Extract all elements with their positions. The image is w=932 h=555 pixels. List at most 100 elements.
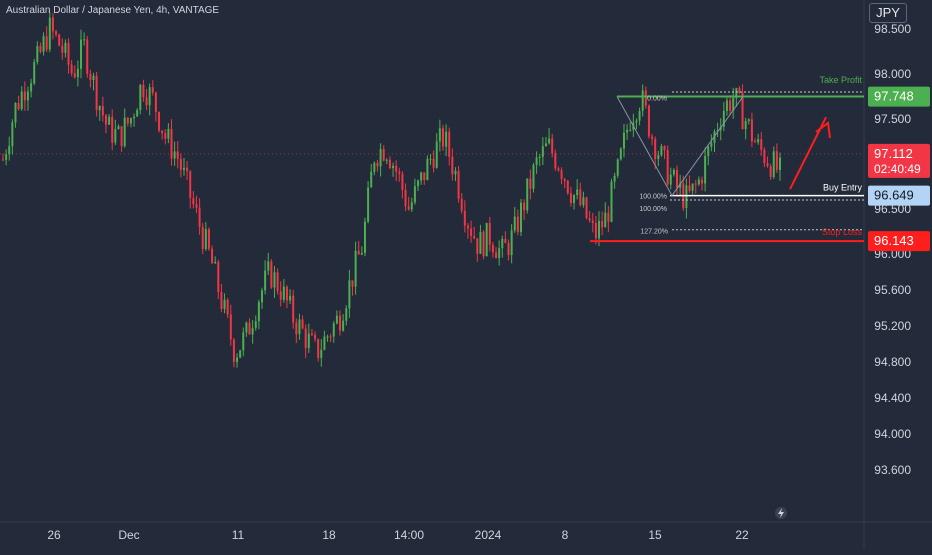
candle-body (669, 174, 672, 185)
candle-body (529, 178, 532, 189)
candle-body (410, 202, 413, 210)
candle-body (295, 322, 298, 335)
candle-body (207, 229, 210, 249)
candle-body (566, 180, 569, 194)
currency-selector[interactable]: JPY (869, 3, 907, 23)
candle-body (142, 84, 145, 98)
time-tick-label: 18 (322, 528, 336, 542)
candle-body (757, 139, 760, 143)
candle-body (17, 102, 20, 110)
candle-body (551, 138, 554, 154)
candle-body (39, 46, 42, 52)
candle-body (610, 181, 613, 222)
take-profit-label: Take Profit (819, 75, 862, 85)
candle-body (323, 336, 326, 350)
candle-body (579, 189, 582, 205)
candle-body (14, 102, 17, 123)
candle-body (282, 286, 285, 300)
candle-body (398, 171, 401, 174)
candle-body (173, 151, 176, 159)
candle-body (204, 229, 207, 250)
candle-body (507, 242, 510, 256)
candle-body (370, 171, 373, 188)
candle-body (616, 159, 619, 176)
candle-body (404, 190, 407, 207)
lightning-icon-glyph (778, 508, 784, 518)
candle-body (738, 88, 741, 93)
candle-body (576, 189, 579, 196)
price-marker-box (868, 231, 930, 252)
candle-body (666, 150, 669, 185)
candle-body (569, 193, 572, 204)
candle-body (429, 158, 432, 160)
time-tick-label: 2024 (475, 528, 502, 542)
price-marker-label: 97.112 (874, 146, 913, 161)
price-tick-label: 98.500 (874, 22, 911, 36)
price-marker-label: 96.143 (874, 233, 914, 248)
candle-body (342, 320, 345, 331)
candle-body (413, 186, 416, 203)
candle-body (158, 112, 161, 131)
candle-body (541, 146, 544, 158)
candle-body (360, 253, 363, 255)
candle-body (379, 148, 382, 167)
candle-body (239, 350, 242, 358)
candle-body (504, 238, 507, 243)
candle-body (644, 90, 647, 106)
candle-body (388, 159, 391, 169)
candle-body (697, 179, 700, 185)
candle-body (114, 129, 117, 143)
candle-body (382, 148, 385, 161)
candle-body (229, 314, 232, 340)
candle-body (58, 34, 61, 46)
candle-body (432, 158, 435, 168)
candle-body (298, 319, 301, 335)
candle-body (217, 261, 220, 292)
candle-body (73, 73, 76, 78)
candle-body (23, 91, 26, 101)
candle-body (70, 64, 73, 74)
candle-body (407, 206, 410, 210)
candle-body (363, 221, 366, 254)
candle-body (86, 39, 89, 74)
candle-body (385, 159, 388, 161)
candle-body (557, 168, 560, 171)
candle-body (329, 336, 332, 338)
price-tick-label: 97.500 (874, 112, 911, 126)
candle-body (719, 126, 722, 131)
candle-body (588, 218, 591, 221)
candle-body (236, 357, 239, 363)
price-marker-box (868, 143, 930, 178)
candle-body (67, 42, 70, 65)
candle-body (292, 295, 295, 323)
candle-body (676, 169, 679, 188)
candle-body (42, 36, 45, 52)
candle-body (289, 295, 292, 301)
time-tick-label: Dec (118, 528, 139, 542)
price-tick-label: 98.000 (874, 67, 911, 81)
candle-body (560, 170, 563, 179)
candle-body (220, 291, 223, 310)
candle-body (76, 68, 79, 78)
candle-body (198, 207, 201, 228)
candle-body (314, 335, 317, 340)
price-tick-label: 95.200 (874, 319, 911, 333)
candle-body (513, 216, 516, 231)
candle-body (61, 45, 64, 53)
candle-body (460, 198, 463, 211)
candle-body (573, 195, 576, 204)
candle-body (11, 122, 14, 147)
candle-body (254, 321, 257, 328)
candle-body (55, 31, 58, 35)
candle-body (26, 91, 29, 101)
candle-body (148, 87, 151, 106)
candle-body (395, 165, 398, 172)
candle-body (201, 227, 204, 250)
candle-body (763, 149, 766, 164)
projection-arrowhead (815, 121, 831, 139)
candle-body (226, 299, 229, 315)
candle-body (466, 225, 469, 229)
candle-body (548, 138, 551, 144)
